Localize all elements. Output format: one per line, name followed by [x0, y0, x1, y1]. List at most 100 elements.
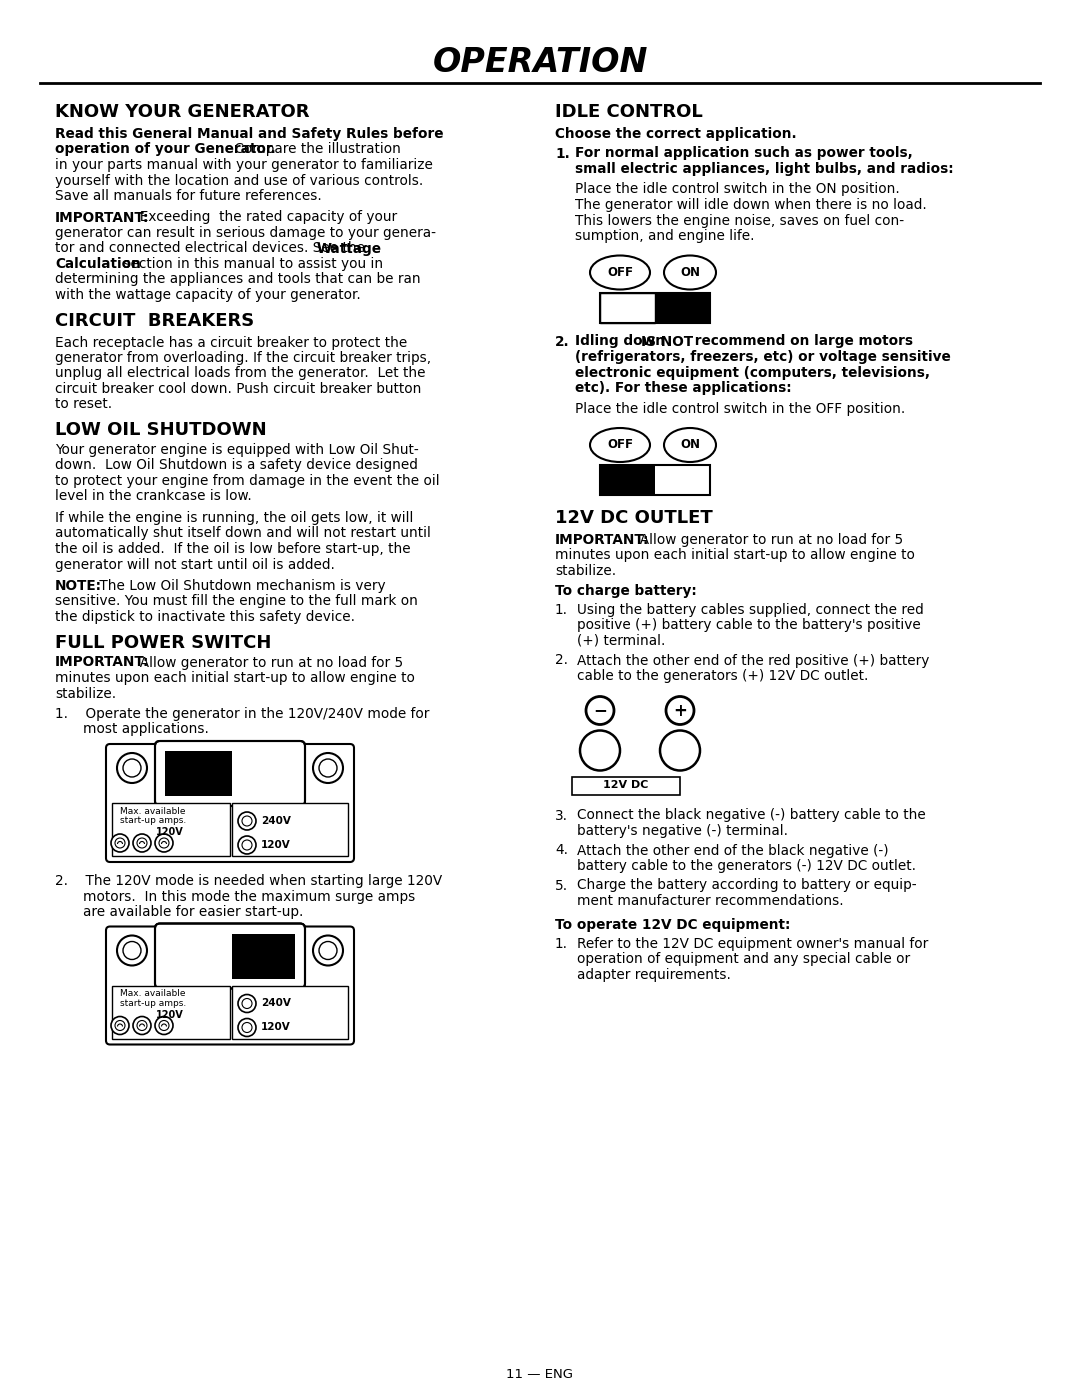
Text: small electric appliances, light bulbs, and radios:: small electric appliances, light bulbs, …: [575, 162, 954, 176]
Text: To operate 12V DC equipment:: To operate 12V DC equipment:: [555, 918, 791, 932]
Text: KNOW YOUR GENERATOR: KNOW YOUR GENERATOR: [55, 103, 310, 122]
Circle shape: [586, 697, 615, 725]
Bar: [232, 985, 348, 1038]
Text: 120V: 120V: [261, 1023, 291, 1032]
Circle shape: [159, 838, 168, 848]
Text: ON: ON: [680, 439, 700, 451]
Text: Exceeding  the rated capacity of your: Exceeding the rated capacity of your: [131, 211, 397, 225]
Text: 3.: 3.: [555, 809, 568, 823]
Text: NOTE:: NOTE:: [55, 578, 102, 592]
Ellipse shape: [664, 427, 716, 462]
Text: battery's negative (-) terminal.: battery's negative (-) terminal.: [577, 824, 788, 838]
Text: automatically shut itself down and will not restart until: automatically shut itself down and will …: [55, 527, 431, 541]
Ellipse shape: [590, 256, 650, 289]
Text: +: +: [673, 701, 687, 719]
Text: 4.: 4.: [555, 844, 568, 858]
Text: stabilize.: stabilize.: [55, 686, 117, 700]
Circle shape: [111, 834, 129, 852]
Text: Max. available: Max. available: [120, 989, 186, 999]
Text: most applications.: most applications.: [83, 722, 208, 736]
Text: 12V DC: 12V DC: [604, 781, 649, 791]
Circle shape: [114, 838, 125, 848]
Text: Charge the battery according to battery or equip-: Charge the battery according to battery …: [577, 879, 917, 893]
Circle shape: [319, 942, 337, 960]
Bar: [654, 465, 710, 495]
Text: Max. available: Max. available: [120, 807, 186, 816]
Text: FULL POWER SWITCH: FULL POWER SWITCH: [55, 633, 271, 651]
Text: Connect the black negative (-) battery cable to the: Connect the black negative (-) battery c…: [577, 809, 926, 823]
Text: The generator will idle down when there is no load.: The generator will idle down when there …: [575, 198, 927, 212]
Text: to protect your engine from damage in the event the oil: to protect your engine from damage in th…: [55, 474, 440, 488]
Text: unplug all electrical loads from the generator.  Let the: unplug all electrical loads from the gen…: [55, 366, 426, 380]
Text: with the wattage capacity of your generator.: with the wattage capacity of your genera…: [55, 288, 361, 302]
Text: 1.: 1.: [555, 937, 568, 951]
Text: are available for easier start-up.: are available for easier start-up.: [83, 905, 303, 919]
Text: Save all manuals for future references.: Save all manuals for future references.: [55, 189, 322, 203]
Text: Calculation: Calculation: [55, 257, 140, 271]
Text: CIRCUIT  BREAKERS: CIRCUIT BREAKERS: [55, 312, 254, 330]
Circle shape: [123, 759, 141, 777]
Text: 12V DC OUTLET: 12V DC OUTLET: [555, 509, 713, 527]
Bar: [232, 933, 295, 978]
Text: operation of equipment and any special cable or: operation of equipment and any special c…: [577, 953, 910, 967]
Circle shape: [238, 995, 256, 1013]
Text: −: −: [593, 701, 607, 719]
Text: battery cable to the generators (-) 12V DC outlet.: battery cable to the generators (-) 12V …: [577, 859, 916, 873]
Ellipse shape: [664, 256, 716, 289]
Text: section in this manual to assist you in: section in this manual to assist you in: [119, 257, 383, 271]
Circle shape: [133, 1017, 151, 1035]
Text: the dipstick to inactivate this safety device.: the dipstick to inactivate this safety d…: [55, 610, 355, 624]
Circle shape: [580, 731, 620, 771]
FancyBboxPatch shape: [156, 740, 305, 806]
Bar: [232, 803, 348, 856]
Circle shape: [313, 753, 343, 782]
Text: minutes upon each initial start-up to allow engine to: minutes upon each initial start-up to al…: [555, 549, 915, 563]
Text: 120V: 120V: [261, 840, 291, 849]
Circle shape: [156, 1017, 173, 1035]
Text: Read this General Manual and Safety Rules before: Read this General Manual and Safety Rule…: [55, 127, 444, 141]
Text: cable to the generators (+) 12V DC outlet.: cable to the generators (+) 12V DC outle…: [577, 669, 868, 683]
Text: OFF: OFF: [607, 439, 633, 451]
Text: Compare the illustration: Compare the illustration: [230, 142, 401, 156]
Bar: [232, 752, 295, 796]
Text: IMPORTANT:: IMPORTANT:: [55, 211, 149, 225]
Text: the oil is added.  If the oil is low before start-up, the: the oil is added. If the oil is low befo…: [55, 542, 410, 556]
Bar: [165, 933, 232, 978]
Text: 1.: 1.: [555, 147, 570, 161]
Text: Choose the correct application.: Choose the correct application.: [555, 127, 797, 141]
Text: start-up amps.: start-up amps.: [120, 816, 186, 826]
Text: recommend on large motors: recommend on large motors: [690, 334, 913, 348]
Text: Place the idle control switch in the ON position.: Place the idle control switch in the ON …: [575, 183, 900, 197]
Circle shape: [133, 834, 151, 852]
Bar: [165, 752, 232, 796]
Text: down.  Low Oil Shutdown is a safety device designed: down. Low Oil Shutdown is a safety devic…: [55, 458, 418, 472]
Circle shape: [242, 816, 252, 826]
Text: Each receptacle has a circuit breaker to protect the: Each receptacle has a circuit breaker to…: [55, 335, 407, 349]
Circle shape: [666, 697, 694, 725]
Text: If while the engine is running, the oil gets low, it will: If while the engine is running, the oil …: [55, 511, 414, 525]
Text: Your generator engine is equipped with Low Oil Shut-: Your generator engine is equipped with L…: [55, 443, 419, 457]
Circle shape: [114, 1020, 125, 1031]
Text: 240V: 240V: [261, 999, 291, 1009]
Text: etc). For these applications:: etc). For these applications:: [575, 381, 792, 395]
Text: Attach the other end of the red positive (+) battery: Attach the other end of the red positive…: [577, 654, 930, 668]
FancyBboxPatch shape: [156, 923, 305, 989]
Text: Refer to the 12V DC equipment owner's manual for: Refer to the 12V DC equipment owner's ma…: [577, 937, 928, 951]
Text: sumption, and engine life.: sumption, and engine life.: [575, 229, 755, 243]
Text: electronic equipment (computers, televisions,: electronic equipment (computers, televis…: [575, 366, 930, 380]
Text: Place the idle control switch in the OFF position.: Place the idle control switch in the OFF…: [575, 401, 905, 415]
Text: 120V: 120V: [156, 1010, 184, 1020]
Text: adapter requirements.: adapter requirements.: [577, 968, 731, 982]
Text: To charge battery:: To charge battery:: [555, 584, 697, 598]
Text: generator can result in serious damage to your genera-: generator can result in serious damage t…: [55, 226, 436, 240]
Text: 240V: 240V: [261, 816, 291, 826]
Circle shape: [313, 936, 343, 965]
Text: yourself with the location and use of various controls.: yourself with the location and use of va…: [55, 173, 423, 187]
Text: The Low Oil Shutdown mechanism is very: The Low Oil Shutdown mechanism is very: [95, 578, 386, 592]
Text: LOW OIL SHUTDOWN: LOW OIL SHUTDOWN: [55, 420, 267, 439]
Text: motors.  In this mode the maximum surge amps: motors. In this mode the maximum surge a…: [83, 890, 415, 904]
Text: 11 — ENG: 11 — ENG: [507, 1368, 573, 1382]
Text: 5.: 5.: [555, 879, 568, 893]
Circle shape: [238, 812, 256, 830]
Text: circuit breaker cool down. Push circuit breaker button: circuit breaker cool down. Push circuit …: [55, 381, 421, 395]
